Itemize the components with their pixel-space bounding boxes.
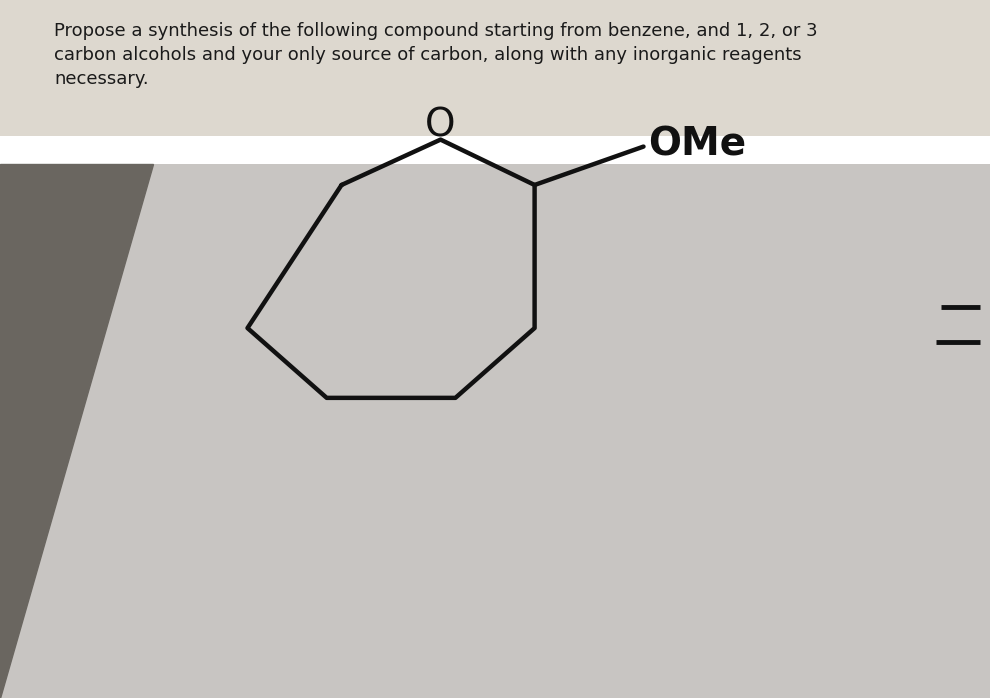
Bar: [0, 136, 990, 164]
Text: O: O: [426, 107, 455, 144]
Polygon shape: [0, 164, 153, 698]
Bar: [0, 164, 990, 698]
Bar: [0, 0, 990, 136]
Text: OMe: OMe: [648, 126, 746, 163]
Text: Propose a synthesis of the following compound starting from benzene, and 1, 2, o: Propose a synthesis of the following com…: [54, 22, 818, 87]
